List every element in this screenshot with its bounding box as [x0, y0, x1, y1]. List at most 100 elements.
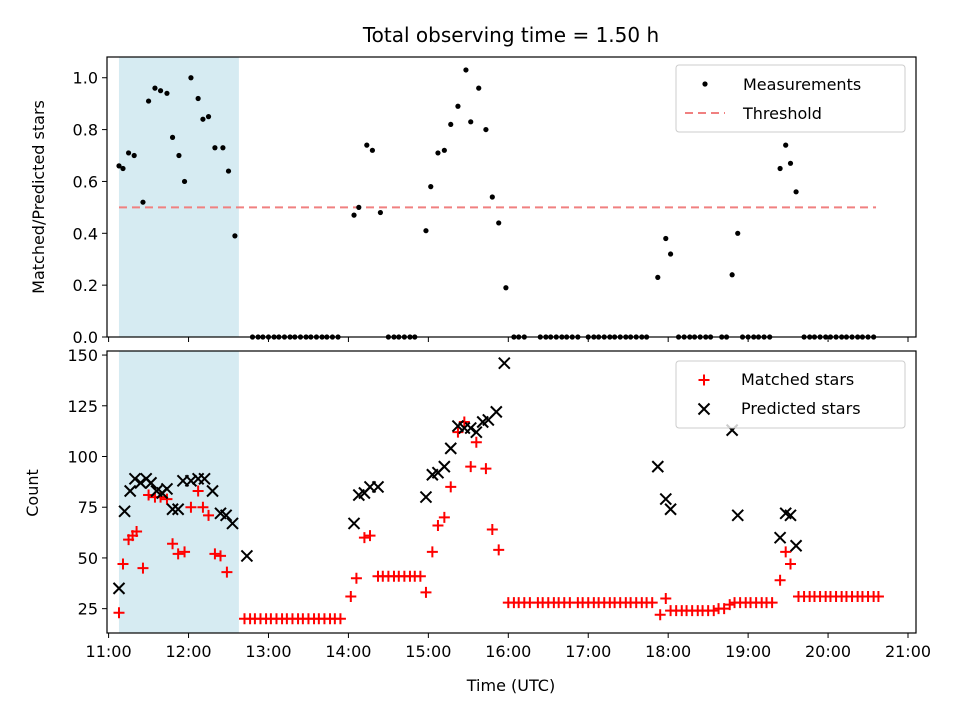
- top-y-tick-label: 0.0: [73, 328, 98, 347]
- predicted-star-point: [470, 425, 483, 439]
- measurement-point: [369, 147, 376, 153]
- predicted-star-point: [464, 421, 477, 435]
- predicted-star-point: [206, 484, 219, 498]
- legend-measurement-marker: [702, 81, 708, 87]
- predicted-star-point: [498, 356, 511, 370]
- predicted-star-point: [219, 509, 233, 522]
- legend-predicted-marker: [697, 402, 711, 416]
- bottom-panel: 11:00 12:00 13:00 14:00 15:00 16:00 17:00 18:00…: [23, 346, 931, 695]
- predicted-star-point: [226, 517, 239, 530]
- matched-star-point: [784, 558, 796, 570]
- matched-star-point: [185, 501, 197, 513]
- matched-star-point: [470, 436, 482, 448]
- matched-star-point: [137, 562, 149, 574]
- bottom-highlight-span: [118, 351, 239, 633]
- measurement-point: [489, 194, 495, 200]
- measurement-point: [441, 147, 447, 153]
- measurement-point: [145, 98, 152, 104]
- matched-star-point: [654, 609, 666, 621]
- predicted-star-point: [160, 482, 174, 496]
- matched-star-point: [708, 605, 720, 617]
- predicted-star-point: [789, 539, 803, 552]
- measurement-point: [169, 134, 176, 140]
- measurement-point: [351, 212, 357, 218]
- matched-star-point: [197, 501, 209, 513]
- matched-star-point: [131, 526, 143, 538]
- matched-star-point: [345, 590, 357, 602]
- matched-star-point: [646, 597, 658, 609]
- x-tick-label: 16:00: [485, 642, 531, 661]
- legend-threshold-label: Threshold: [742, 104, 822, 123]
- measurement-point: [212, 145, 218, 151]
- x-axis-label: Time (UTC): [466, 676, 555, 695]
- measurement-point: [200, 116, 206, 122]
- matched-star-point: [465, 461, 477, 473]
- matched-star-point: [774, 574, 786, 586]
- x-tick-label: 13:00: [245, 642, 291, 661]
- x-tick-label: 12:00: [165, 642, 211, 661]
- matched-star-point: [209, 548, 221, 560]
- matched-star-point: [358, 532, 370, 544]
- measurement-point: [777, 165, 783, 172]
- predicted-star-point: [731, 509, 744, 522]
- measurement-point: [783, 142, 789, 148]
- predicted-star-point: [371, 480, 385, 494]
- predicted-star-point: [118, 505, 131, 518]
- matched-star-point: [718, 603, 730, 615]
- predicted-star-point: [444, 442, 457, 455]
- x-tick-label: 21:00: [885, 642, 931, 661]
- predicted-star-point: [773, 531, 787, 544]
- matched-star-point: [766, 597, 778, 609]
- x-tick-label: 14:00: [325, 642, 371, 661]
- top-legend-box: [675, 64, 906, 133]
- measurement-point: [220, 145, 226, 151]
- legend-measurements-label: Measurements: [743, 75, 861, 94]
- matched-star-point: [438, 511, 450, 523]
- predicted-star-point: [240, 549, 254, 563]
- matched-star-point: [660, 593, 672, 605]
- matched-star-point: [724, 599, 736, 611]
- measurement-point: [188, 75, 194, 81]
- matched-star-point: [486, 524, 498, 536]
- bottom-y-tick-label: 150: [67, 346, 98, 365]
- predicted-star-point: [171, 503, 185, 516]
- x-tick-label: 15:00: [405, 642, 451, 661]
- measurement-point: [448, 121, 454, 128]
- predicted-star-point: [419, 490, 433, 504]
- bottom-y-tick-label: 75: [78, 498, 98, 517]
- predicted-star-point: [112, 582, 126, 595]
- measurement-point: [496, 220, 502, 226]
- matched-star-point: [350, 572, 362, 584]
- measurement-point: [735, 230, 741, 236]
- top-y-tick-label: 0.4: [73, 224, 98, 243]
- measurement-point: [225, 168, 232, 174]
- legend-matched-label: Matched stars: [741, 370, 854, 389]
- matched-star-point: [426, 546, 438, 558]
- top-y-tick-label: 0.6: [73, 172, 98, 191]
- predicted-star-point: [438, 460, 451, 473]
- predicted-star-point: [659, 492, 672, 506]
- measurement-point: [655, 274, 661, 280]
- matched-star-point: [414, 570, 426, 582]
- top-panel: 0.0 0.2 0.4 0.6 0.8 1.0 Matched/Predicted sta…: [29, 56, 917, 347]
- bottom-y-tick-label: 50: [78, 549, 98, 568]
- measurement-point: [116, 163, 122, 169]
- measurement-point: [131, 152, 137, 159]
- top-legend: Measurements Threshold: [675, 64, 906, 133]
- matched-star-point: [364, 530, 376, 542]
- legend-predicted-label: Predicted stars: [741, 399, 861, 418]
- measurement-point: [423, 228, 429, 234]
- predicted-star-point: [134, 476, 147, 490]
- bottom-y-tick-label: 100: [67, 447, 98, 466]
- measurement-point: [729, 272, 735, 278]
- matched-star-point: [452, 426, 464, 438]
- predicted-star-point: [128, 472, 142, 486]
- measurement-point: [125, 150, 132, 156]
- measurement-point: [667, 251, 674, 257]
- measurement-point: [663, 235, 669, 242]
- x-tick-label: 11:00: [86, 642, 132, 661]
- predicted-star-point: [784, 509, 797, 522]
- measurement-point: [377, 209, 383, 216]
- matched-star-point: [117, 558, 129, 570]
- matched-star-point: [203, 509, 215, 521]
